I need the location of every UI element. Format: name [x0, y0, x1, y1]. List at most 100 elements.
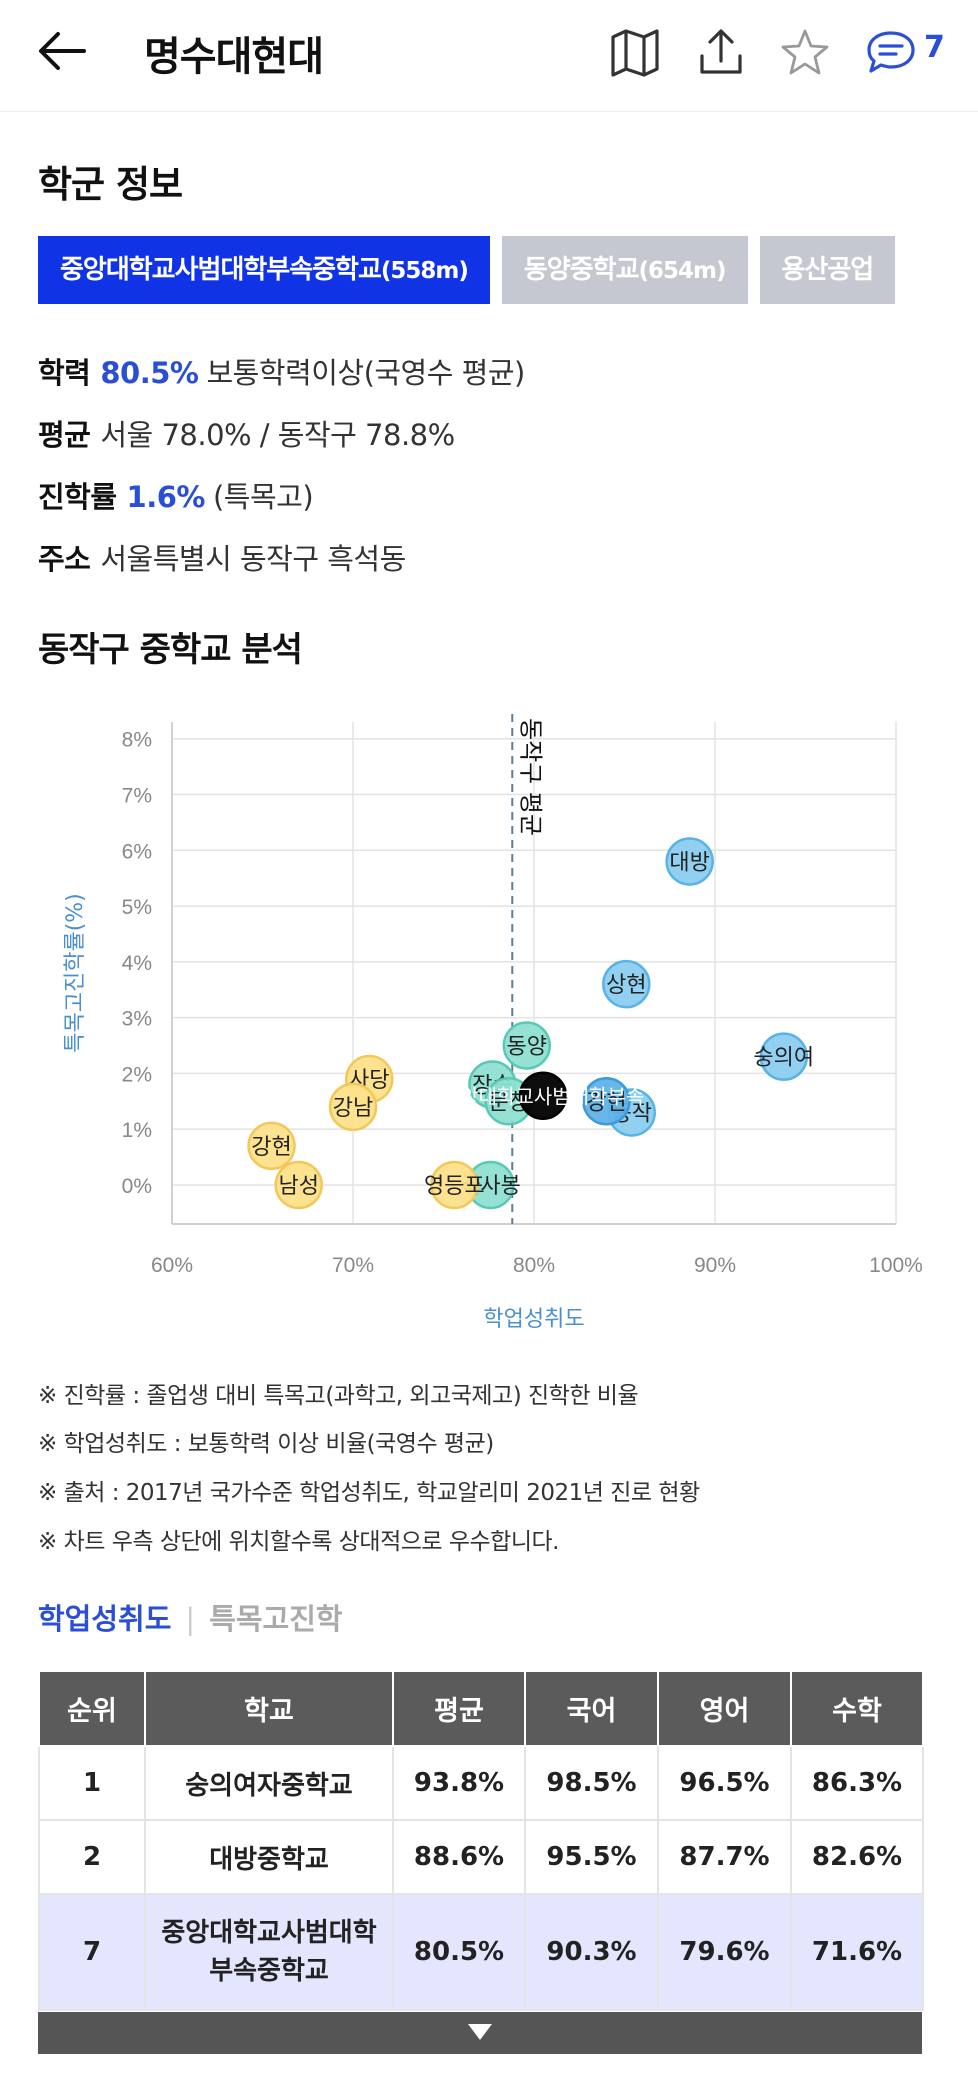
data-point-label: 숭의여	[753, 1046, 814, 1071]
cell-english: 87.7%	[657, 1819, 792, 1895]
data-point	[665, 837, 714, 886]
data-point	[602, 959, 651, 1009]
x-tick-label: 60%	[151, 1254, 193, 1277]
section-title-school-info: 학군 정보	[38, 163, 183, 206]
cell-math: 71.6%	[790, 1893, 924, 2011]
tab-school-name: 동양중학교	[523, 255, 640, 285]
x-tick-label: 100%	[869, 1254, 923, 1277]
cell-avg: 93.8%	[392, 1745, 526, 1821]
star-icon[interactable]	[778, 26, 832, 80]
y-tick-label: 4%	[122, 952, 152, 975]
cell-avg: 80.5%	[392, 1893, 526, 2011]
chevron-down-icon	[468, 2024, 492, 2040]
x-tick-label: 70%	[332, 1254, 374, 1277]
expand-table-button[interactable]	[38, 2012, 922, 2054]
ranking-tabs: 학업성취도 | 특목고진학	[38, 1596, 343, 1638]
cell-rank: 2	[38, 1819, 146, 1895]
col-header-rank: 순위	[38, 1672, 146, 1747]
comment-count[interactable]: 7	[924, 30, 945, 65]
x-axis-label: 학업성취도	[483, 1307, 584, 1332]
tab-school-0[interactable]: 중앙대학교사범대학부속중학교(558m)	[38, 236, 490, 304]
cell-korean: 95.5%	[524, 1819, 659, 1895]
col-header-school: 학교	[144, 1672, 394, 1747]
info-row-achievement: 학력 80.5% 보통학력이상(국영수 평균)	[38, 350, 525, 392]
info-key: 평균	[38, 418, 91, 452]
data-point	[518, 1071, 568, 1120]
col-header-avg: 평균	[392, 1672, 526, 1747]
note-4: ※ 차트 우측 상단에 위치할수록 상대적으로 우수합니다.	[38, 1529, 559, 1555]
y-tick-label: 0%	[122, 1175, 152, 1198]
note-1: ※ 진학률 : 졸업생 대비 특목고(과학고, 외고국제고) 진학한 비율	[38, 1383, 639, 1409]
cell-korean: 90.3%	[524, 1893, 659, 2011]
x-tick-label: 90%	[694, 1254, 736, 1277]
table-row[interactable]: 2 대방중학교 88.6% 95.5% 87.7% 82.6%	[38, 1819, 924, 1895]
y-tick-label: 1%	[122, 1119, 152, 1142]
ranking-table: 순위 학교 평균 국어 영어 수학 1 숭의여자중학교 93.8% 98.5% …	[38, 1672, 924, 2011]
section-title-analysis: 동작구 중학교 분석	[38, 630, 303, 670]
info-text: 서울 78.0% / 동작구 78.8%	[100, 418, 455, 452]
tab-achievement[interactable]: 학업성취도	[38, 1602, 172, 1636]
col-header-korean: 국어	[524, 1672, 659, 1747]
cell-rank: 1	[38, 1745, 146, 1821]
cell-english: 96.5%	[657, 1745, 792, 1821]
tab-school-name: 중앙대학교사범대학부속중학교	[60, 255, 382, 285]
cell-math: 82.6%	[790, 1819, 924, 1895]
cell-rank: 7	[38, 1893, 146, 2011]
data-point	[759, 1032, 809, 1081]
col-header-math: 수학	[790, 1672, 924, 1747]
data-point-label: 대방	[669, 850, 709, 875]
info-highlight: 80.5%	[100, 356, 199, 390]
y-tick-label: 5%	[122, 896, 152, 919]
info-row-address: 주소 서울특별시 동작구 흑석동	[38, 536, 406, 578]
info-key: 학력	[38, 356, 91, 390]
tab-school-1[interactable]: 동양중학교(654m)	[501, 236, 748, 304]
y-tick-label: 6%	[122, 840, 152, 863]
scatter-chart: 0% 1% 2% 3% 4% 5% 6% 7% 8% 60% 70% 80% 90% 100% 학업성취도 특…	[60, 700, 940, 1340]
data-point	[247, 1121, 296, 1171]
cell-korean: 98.5%	[524, 1745, 659, 1821]
tab-separator: |	[185, 1602, 196, 1636]
cell-school: 대방중학교	[144, 1819, 394, 1895]
info-text: 서울특별시 동작구 흑석동	[100, 542, 406, 576]
tab-school-distance: (654m)	[638, 258, 727, 284]
info-key: 진학률	[38, 480, 117, 514]
col-header-english: 영어	[657, 1672, 792, 1747]
info-text: 보통학력이상(국영수 평균)	[206, 356, 525, 390]
top-app-bar: 명수대현대 7	[0, 0, 978, 112]
note-2: ※ 학업성취도 : 보통학력 이상 비율(국영수 평균)	[38, 1431, 494, 1457]
table-row[interactable]: 1 숭의여자중학교 93.8% 98.5% 96.5% 86.3%	[38, 1745, 924, 1821]
reference-line-label: 동작구 평균	[516, 718, 544, 836]
page-title: 명수대현대	[144, 34, 324, 80]
info-highlight: 1.6%	[126, 480, 206, 514]
cell-school: 숭의여자중학교	[144, 1745, 394, 1821]
x-tick-label: 80%	[513, 1254, 555, 1277]
info-row-average: 평균 서울 78.0% / 동작구 78.8%	[38, 412, 455, 454]
table-row-selected[interactable]: 7 중앙대학교사범대학부속중학교 80.5% 90.3% 79.6% 71.6%	[38, 1893, 924, 2011]
data-point	[328, 1082, 378, 1132]
cell-english: 79.6%	[657, 1893, 792, 2011]
cell-math: 86.3%	[790, 1745, 924, 1821]
data-point	[502, 1021, 552, 1070]
school-tabs: 중앙대학교사범대학부속중학교(558m) 동양중학교(654m) 용산공업	[38, 236, 922, 304]
comment-icon[interactable]	[864, 26, 918, 80]
data-point-label: 상현	[606, 973, 646, 998]
table-header-row: 순위 학교 평균 국어 영어 수학	[38, 1672, 924, 1747]
cell-avg: 88.6%	[392, 1819, 526, 1895]
y-tick-label: 2%	[122, 1063, 152, 1086]
info-key: 주소	[38, 542, 91, 576]
scatter-chart-svg: 0% 1% 2% 3% 4% 5% 6% 7% 8% 60% 70% 80% 90% 100% 학업성취도 특…	[63, 714, 923, 1332]
data-point-label: 남성	[278, 1174, 318, 1199]
data-point-label: 동양	[507, 1035, 547, 1060]
y-tick-label: 8%	[122, 729, 152, 752]
data-point-label: 강현	[586, 1090, 626, 1115]
y-axis-label: 특목고진학률(%)	[63, 893, 88, 1053]
map-icon[interactable]	[608, 26, 662, 80]
tab-school-2[interactable]: 용산공업	[759, 236, 896, 304]
info-text: (특목고)	[212, 480, 314, 514]
back-arrow-icon[interactable]	[36, 28, 88, 74]
cell-school: 중앙대학교사범대학부속중학교	[144, 1893, 394, 2011]
data-point	[274, 1160, 323, 1210]
data-point	[582, 1077, 631, 1126]
tab-special-admission[interactable]: 특목고진학	[209, 1602, 343, 1636]
share-icon[interactable]	[694, 26, 748, 80]
